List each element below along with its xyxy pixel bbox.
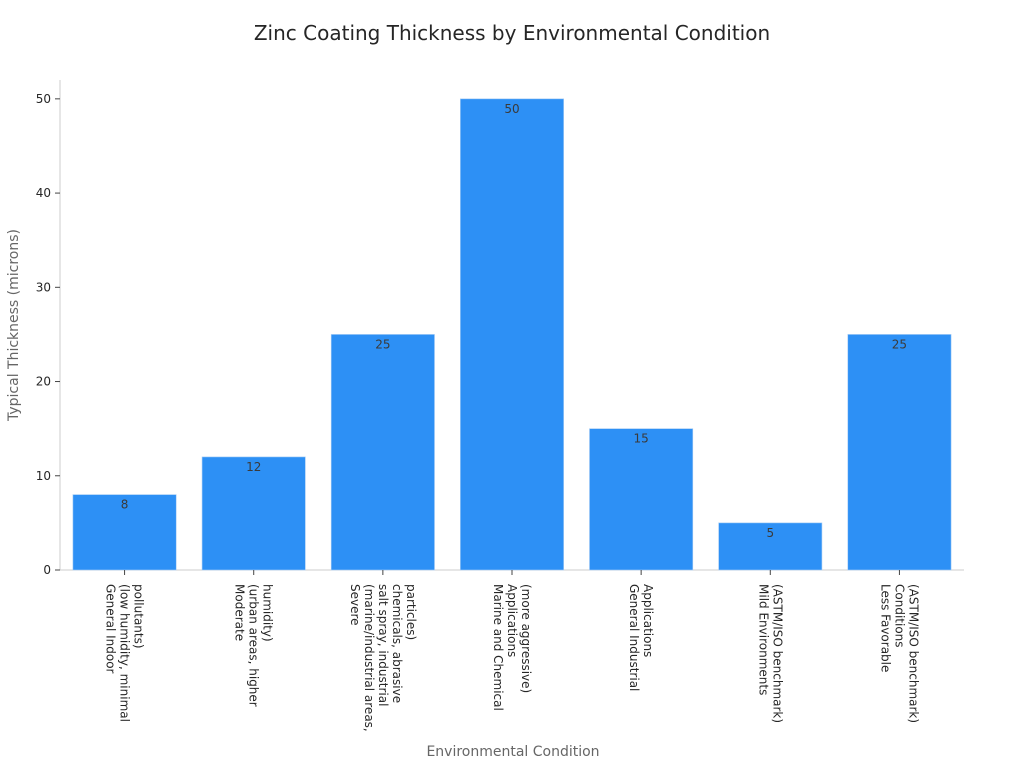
y-axis-label: Typical Thickness (microns) [6,229,22,422]
bar [72,494,177,571]
x-axis-label: Environmental Condition [426,744,599,760]
x-tick-label-line: Moderate [233,584,247,641]
x-tick-label: Less Favorable Conditions (ASTM/ISO benchm… [878,584,920,723]
y-tick-label: 50 [36,92,51,106]
x-tick-label-line: (ASTM/ISO benchmark) [906,584,920,723]
x-tick-label: General Indoor (low humidity, minimal poll… [104,584,146,722]
y-tick-label: 20 [36,375,51,389]
bars [72,98,952,571]
bar [718,522,823,571]
x-tick-label-line: salt spray, industrial [376,584,390,706]
bar-value-label: 5 [766,526,774,540]
bar [589,428,694,571]
x-tick-label-line: (marine/industrial areas, [362,584,376,732]
bar-value-label: 25 [375,337,390,351]
x-tick-label-line: chemicals, abrasive [390,584,404,703]
bar [201,456,306,571]
x-tick-label-line: General Industrial [627,584,641,691]
x-tick-label: Mild Environments (ASTM/ISO benchmark) [756,584,784,723]
bar-value-label: 25 [892,337,907,351]
x-tick-label-line: Conditions [892,584,906,648]
bar-value-label: 50 [504,102,519,116]
bar-value-label: 12 [246,460,261,474]
y-tick-label: 0 [43,563,51,577]
x-tick-label-line: (low humidity, minimal [118,584,132,722]
x-tick-label: Moderate (urban areas, higher humidity) [233,584,275,707]
y-tick-label: 30 [36,280,51,294]
x-tick-label: General Industrial Applications [627,584,655,691]
x-tick-label-line: Applications [641,584,655,657]
x-tick-label-line: Mild Environments [756,584,770,695]
chart-title: Zinc Coating Thickness by Environmental … [254,21,770,45]
x-tick-label-line: General Indoor [104,584,118,674]
x-tick-label-line: Marine and Chemical [491,584,505,711]
bar [460,98,564,571]
data-labels: 8 12 25 50 15 5 25 [121,102,907,540]
bar [330,334,435,571]
bar-value-label: 15 [634,432,649,446]
x-tick-label: Severe (marine/industrial areas, salt spra… [348,584,418,732]
bar-value-label: 8 [121,498,129,512]
x-tick-label: Marine and Chemical Applications (more agg… [491,584,533,711]
x-tick-label-line: (ASTM/ISO benchmark) [770,584,784,723]
x-tick-label-line: Severe [348,584,362,626]
x-tick-labels: General Indoor (low humidity, minimal poll… [104,570,920,732]
y-ticks: 0 10 20 30 40 50 [36,92,60,577]
x-tick-label-line: (more aggressive) [519,584,533,693]
x-tick-label-line: (urban areas, higher [247,584,261,707]
x-tick-label-line: Applications [505,584,519,657]
y-tick-label: 10 [36,469,51,483]
x-tick-label-line: Less Favorable [878,584,892,672]
bar [847,334,952,571]
y-tick-label: 40 [36,186,51,200]
x-tick-label-line: particles) [404,584,418,640]
x-tick-label-line: pollutants) [132,584,146,649]
x-tick-label-line: humidity) [261,584,275,642]
